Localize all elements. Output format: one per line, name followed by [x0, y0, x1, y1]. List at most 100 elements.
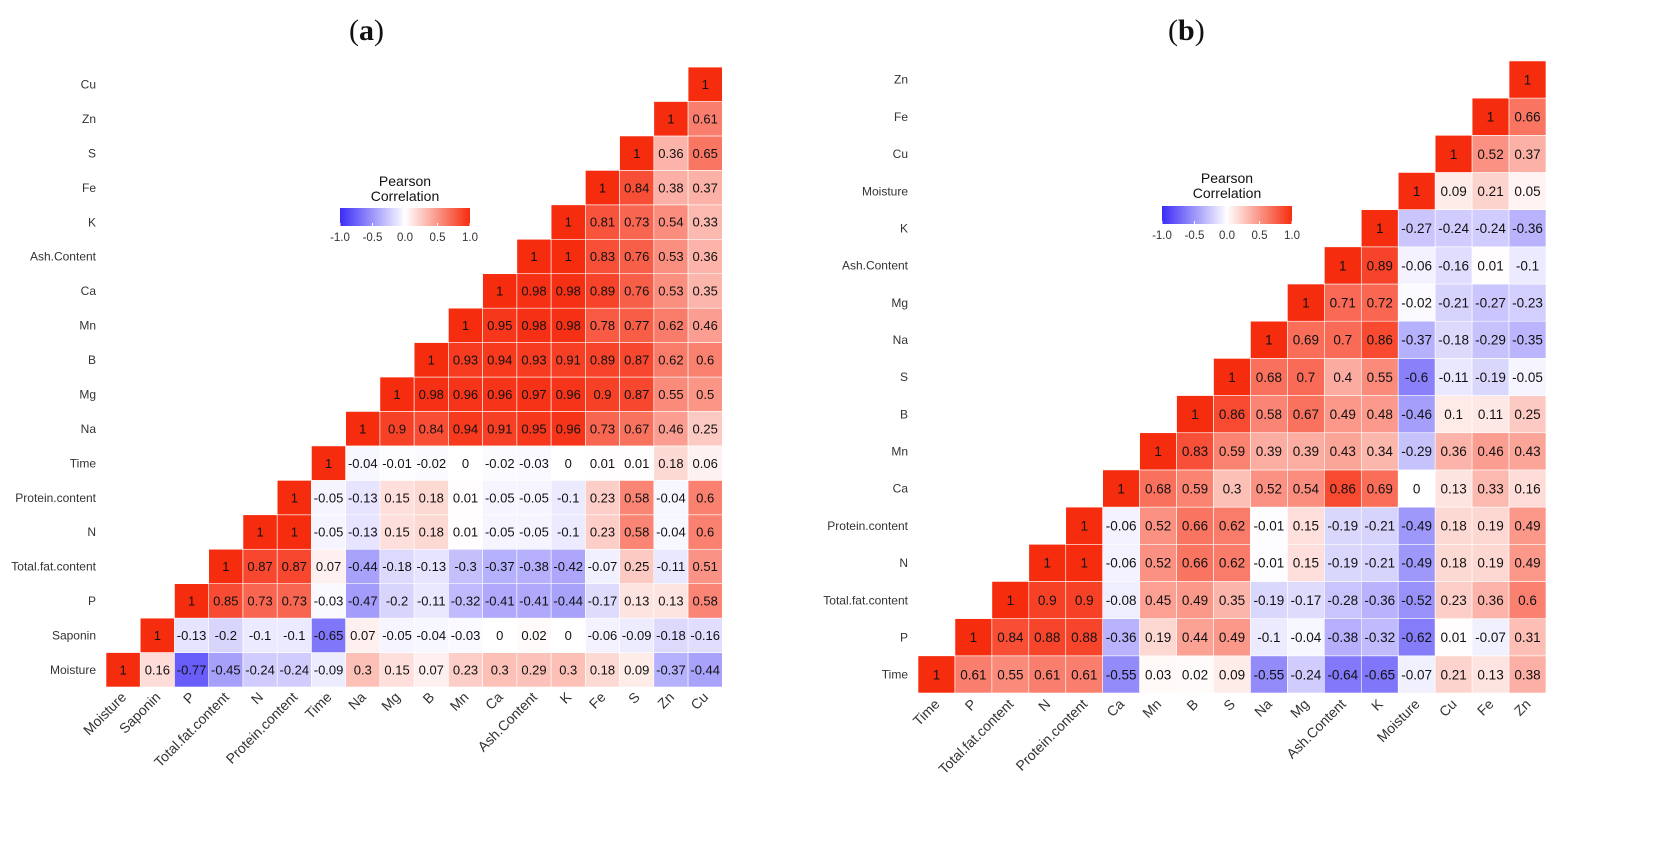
- cell-label: -0.13: [177, 628, 207, 643]
- cell-zn-zn: [653, 101, 689, 137]
- cell-label: -0.04: [348, 456, 378, 471]
- cell-label: 0.96: [453, 387, 478, 402]
- cell-label: -0.37: [485, 559, 515, 574]
- x-tick-label: Mg: [378, 689, 403, 714]
- cell-label: 0.83: [590, 249, 615, 264]
- cell-p-ca: [482, 583, 518, 619]
- cell-label: -0.05: [485, 490, 515, 505]
- x-tick-label: Mn: [447, 689, 472, 714]
- cell-label: 0.87: [624, 353, 649, 368]
- cell-label: 0.87: [282, 559, 307, 574]
- cell-label: 0.98: [419, 387, 444, 402]
- colorbar-tick-label: 0.0: [397, 232, 413, 244]
- cell-label: 0.15: [384, 525, 409, 540]
- cell-label: 0.36: [658, 146, 683, 161]
- cell-label: 0.98: [556, 318, 581, 333]
- cell-label: -0.11: [417, 594, 446, 609]
- cell-moisture-protein-content: [276, 652, 312, 688]
- cell-protein-content-k: [550, 480, 586, 516]
- cell-b-fe: [585, 342, 620, 378]
- cell-label: -0.05: [314, 490, 344, 505]
- cell-label: -0.05: [314, 525, 344, 540]
- cell-label: 0.61: [693, 111, 718, 126]
- cell-label: -0.03: [451, 628, 481, 643]
- cell-label: -0.24: [245, 662, 275, 677]
- cell-label: 0.81: [590, 215, 615, 230]
- cell-zn-cu: [687, 101, 723, 137]
- cell-label: 0.93: [453, 353, 478, 368]
- cell-label: 0: [565, 456, 572, 471]
- cell-label: 0.76: [624, 284, 649, 299]
- cell-b-ca: [482, 342, 518, 378]
- cell-label: 0.3: [559, 662, 577, 677]
- heatmap-cells-0: 1 0.16 1 -0.77 -0.13 1 -0.45 -0.2 0.85 1 -0.24 -0.1…: [105, 66, 723, 688]
- cell-label: 0.38: [658, 180, 683, 195]
- cell-label: 0.23: [590, 525, 615, 540]
- cell-saponin-mg: [379, 617, 415, 653]
- cell-label: 1: [462, 318, 469, 333]
- cell-moisture-ash-content: [516, 652, 552, 688]
- y-tick-label: Protein.content: [15, 491, 96, 505]
- cell-label: -0.09: [314, 662, 344, 677]
- cell-p-cu: [687, 583, 723, 619]
- cell-label: 0.73: [590, 421, 615, 436]
- cell-na-mg: [379, 411, 415, 447]
- colorbar: [340, 208, 470, 226]
- cell-label: -0.44: [690, 662, 720, 677]
- cell-label: 1: [428, 353, 435, 368]
- x-tick-label: N: [248, 689, 266, 707]
- cell-fe-cu: [687, 170, 723, 206]
- cell-time-zn: [653, 445, 689, 481]
- cell-mg-ca: [482, 376, 518, 412]
- cell-time-b: [413, 445, 449, 481]
- cell-label: 0.5: [696, 387, 714, 402]
- cell-label: 0.07: [419, 662, 444, 677]
- cell-label: 1: [496, 284, 503, 299]
- cell-time-s: [619, 445, 655, 481]
- cell-label: 0.6: [696, 490, 714, 505]
- cell-n-s: [619, 514, 655, 550]
- cell-total-fat-content-fe: [585, 548, 620, 584]
- cell-p-k: [550, 583, 586, 619]
- cell-label: 0.87: [624, 387, 649, 402]
- colorbar-tick-label: -0.5: [363, 232, 383, 244]
- cell-label: -0.02: [485, 456, 515, 471]
- cell-p-total-fat-content: [208, 583, 244, 619]
- cell-label: 1: [120, 662, 127, 677]
- cell-label: -0.41: [485, 594, 515, 609]
- cell-label: 0.3: [491, 662, 509, 677]
- cell-label: 0.01: [453, 490, 478, 505]
- x-tick-label: Ca: [482, 689, 506, 713]
- y-tick-label: N: [87, 525, 96, 539]
- y-tick-label: Total.fat.content: [11, 560, 96, 574]
- cell-label: 1: [599, 180, 606, 195]
- cell-label: 1: [188, 594, 195, 609]
- cell-na-fe: [585, 411, 620, 447]
- cell-b-mn: [448, 342, 483, 378]
- y-tick-label: Mg: [79, 387, 96, 401]
- cell-label: 0.58: [693, 594, 718, 609]
- cell-moisture-cu: [687, 652, 723, 688]
- cell-ca-ash-content: [516, 273, 552, 309]
- cell-label: -0.42: [553, 559, 583, 574]
- cell-label: 0.84: [624, 180, 649, 195]
- legend-title: Correlation: [371, 188, 439, 204]
- cell-label: -0.05: [519, 490, 549, 505]
- cell-label: -0.03: [314, 594, 344, 609]
- cell-moisture-na: [345, 652, 381, 688]
- cell-label: -0.1: [557, 525, 579, 540]
- cell-label: 1: [359, 421, 366, 436]
- y-tick-label: P: [88, 594, 96, 608]
- cell-label: 0.53: [658, 284, 683, 299]
- cell-moisture-moisture: [105, 652, 141, 688]
- cell-n-mg: [379, 514, 415, 550]
- cell-time-fe: [585, 445, 620, 481]
- cell-protein-content-ash-content: [516, 480, 552, 516]
- cell-ca-fe: [585, 273, 620, 309]
- cell-ash-content-k: [550, 238, 586, 275]
- cell-label: 0.37: [693, 180, 718, 195]
- cell-k-cu: [687, 204, 723, 240]
- cell-total-fat-content-b: [413, 548, 449, 584]
- cell-label: 0.73: [282, 594, 307, 609]
- cell-label: 0.95: [487, 318, 512, 333]
